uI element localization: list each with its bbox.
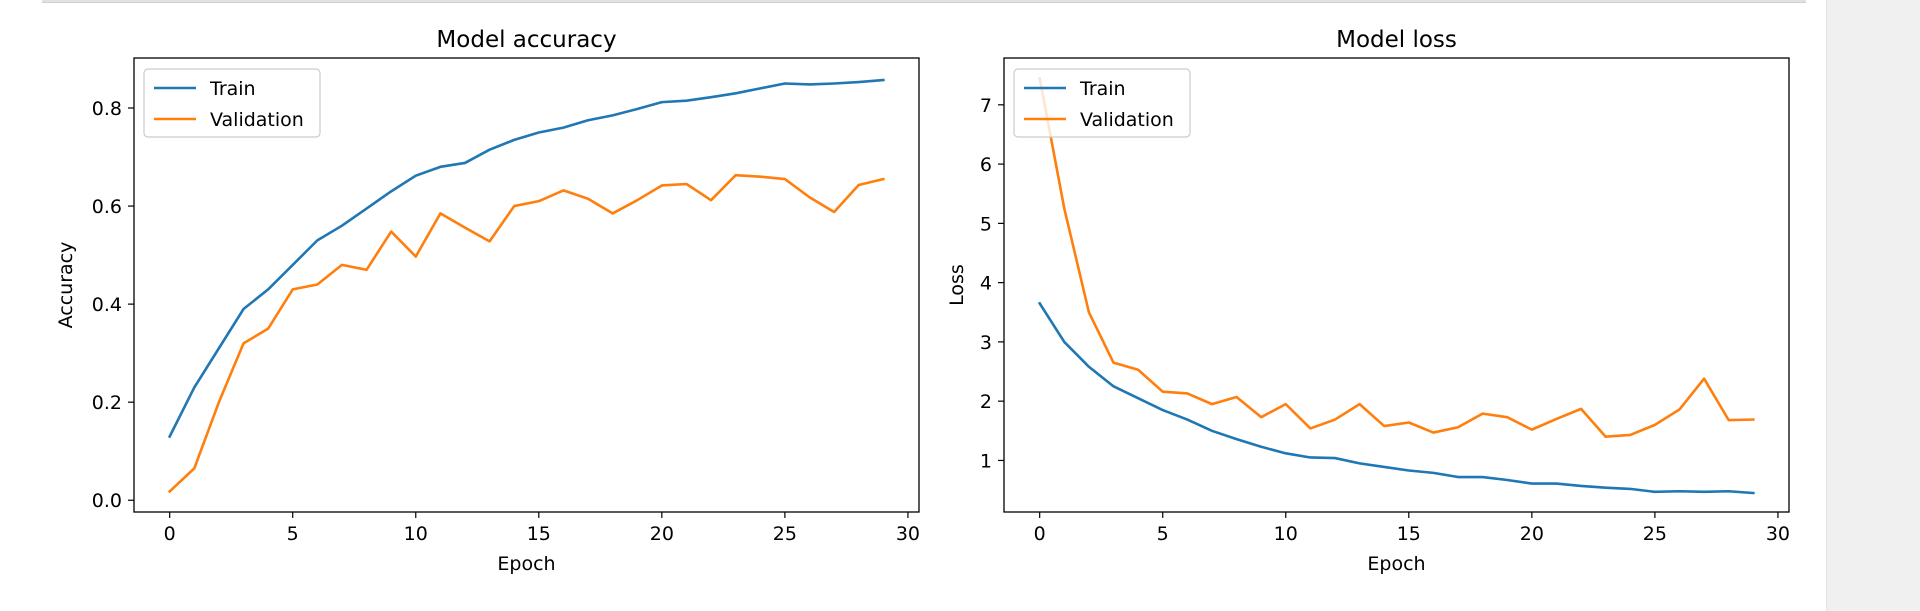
loss-y-tick-label: 5: [980, 213, 992, 235]
loss-axes-frame: [1003, 57, 1790, 513]
loss-x-tick-label: 20: [1520, 523, 1544, 545]
accuracy-series-validation-line: [167, 173, 885, 494]
accuracy-y-tick-label: 0.4: [92, 294, 122, 316]
loss-x-tick-label: 25: [1643, 523, 1667, 545]
accuracy-x-tick-label: 10: [404, 523, 428, 545]
loss-y-tick-label: 2: [980, 391, 992, 413]
accuracy-y-tick-label: 0.6: [92, 196, 122, 218]
loss-x-tick-label: 5: [1157, 523, 1169, 545]
loss-chart: Model loss 0 5 10 15 20 25 30 1 2 3 4 5 6 7 Epoch Loss Tr…: [946, 27, 1790, 575]
loss-y-tick-label: 7: [980, 95, 992, 117]
loss-series-train-line: [1037, 301, 1755, 495]
accuracy-y-tick-label: 0.0: [92, 490, 122, 512]
loss-x-tick-label: 30: [1766, 523, 1790, 545]
loss-legend-label-validation: Validation: [1080, 109, 1174, 131]
loss-series-validation-line: [1038, 76, 1755, 439]
accuracy-x-tick-label: 0: [164, 523, 176, 545]
accuracy-y-tick-label: 0.2: [92, 392, 122, 414]
accuracy-axes-frame: [133, 57, 920, 513]
scrollbar[interactable]: [1826, 0, 1920, 611]
loss-legend: Train Validation: [1013, 68, 1191, 138]
cell-border: [42, 0, 1806, 3]
accuracy-legend-label-validation: Validation: [210, 109, 304, 131]
accuracy-x-tick-label: 25: [773, 523, 797, 545]
accuracy-y-tick-label: 0.8: [92, 98, 122, 120]
loss-y-tick-label: 3: [980, 332, 992, 354]
accuracy-x-tick-label: 15: [527, 523, 551, 545]
notebook-output-area: Model accuracy 0 5 10 15 20 25 30 0.0 0.2 0.4 0.6 0.…: [42, 0, 1806, 575]
accuracy-x-tick-label: 20: [650, 523, 674, 545]
accuracy-legend: Train Validation: [143, 68, 321, 138]
accuracy-y-axis-label: Accuracy: [55, 242, 77, 329]
loss-x-tick-label: 0: [1034, 523, 1046, 545]
loss-legend-label-train: Train: [1079, 78, 1126, 100]
accuracy-x-tick-label: 30: [896, 523, 920, 545]
accuracy-chart: Model accuracy 0 5 10 15 20 25 30 0.0 0.2 0.4 0.6 0.…: [55, 27, 920, 575]
loss-chart-title: Model loss: [1336, 27, 1457, 53]
accuracy-chart-title: Model accuracy: [436, 27, 616, 53]
accuracy-x-tick-label: 5: [287, 523, 299, 545]
loss-x-axis-label: Epoch: [1367, 553, 1425, 575]
loss-y-axis-label: Loss: [946, 264, 968, 306]
loss-y-tick-label: 6: [980, 154, 992, 176]
loss-y-tick-label: 4: [980, 273, 992, 295]
accuracy-series-train-line: [167, 78, 885, 439]
accuracy-legend-label-train: Train: [209, 78, 256, 100]
loss-x-tick-label: 10: [1274, 523, 1298, 545]
accuracy-x-axis-label: Epoch: [497, 553, 555, 575]
loss-x-tick-label: 15: [1397, 523, 1421, 545]
loss-y-tick-label: 1: [980, 450, 992, 472]
